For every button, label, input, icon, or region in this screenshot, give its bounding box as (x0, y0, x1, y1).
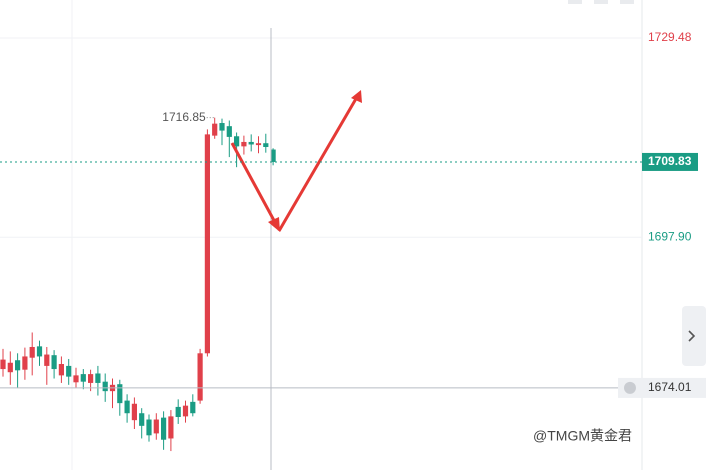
icon (568, 0, 582, 4)
candle-body (248, 141, 254, 145)
trend-arrows (230, 90, 362, 232)
candle-body (88, 374, 94, 383)
candle-body (66, 365, 72, 377)
plot-area (0, 37, 642, 452)
candle-body (36, 346, 43, 357)
arrow-up (277, 96, 359, 232)
y-tick-label: 1729.48 (648, 30, 692, 44)
candle-body (234, 136, 240, 147)
candle-body (95, 373, 101, 383)
arrow-down (230, 142, 279, 227)
crosshair-label: 1674.01 (648, 380, 692, 394)
candle-body (80, 374, 86, 382)
alert-icon (624, 381, 636, 394)
toolbar-icons (568, 0, 634, 4)
candle-body (22, 356, 28, 370)
candle-body (44, 354, 50, 366)
candle-body (146, 419, 152, 436)
candle-body (255, 143, 262, 146)
high-label: 1716.85 (162, 110, 206, 124)
candle-body (102, 381, 108, 392)
y-tick-label: 1697.90 (648, 229, 692, 243)
candle-body (161, 417, 167, 440)
arrow-head (268, 217, 280, 232)
candle-body (270, 149, 276, 162)
candle-body (139, 413, 145, 426)
candle-body (204, 134, 210, 354)
crosshair-badge (618, 377, 706, 398)
last-price-label: 1709.83 (648, 154, 692, 168)
last-price-badge (642, 152, 698, 171)
candle-body (241, 141, 247, 147)
candle-body (197, 353, 203, 401)
candle-body (73, 375, 79, 383)
candle-body (226, 126, 232, 137)
candle-body (190, 401, 196, 414)
candle-body (0, 359, 6, 370)
candle-body (131, 403, 137, 421)
arrow-head (351, 90, 362, 103)
candle-body (168, 416, 174, 439)
candle-body (15, 360, 21, 371)
candle-body (153, 419, 159, 434)
candle-body (212, 123, 218, 136)
candle-body (51, 355, 57, 370)
candle-body (7, 362, 13, 373)
candle-body (263, 143, 269, 147)
candle-body (124, 400, 130, 414)
icon (594, 0, 608, 4)
candle-body (29, 346, 35, 358)
watermark: @TMGM黄金君 (533, 428, 632, 444)
chevron-icon (688, 330, 696, 342)
candle-body (219, 123, 225, 131)
icon (620, 0, 634, 4)
candle-body (175, 406, 181, 418)
candle-body (117, 384, 123, 404)
candle-body (182, 405, 189, 417)
candle-body (58, 364, 64, 376)
